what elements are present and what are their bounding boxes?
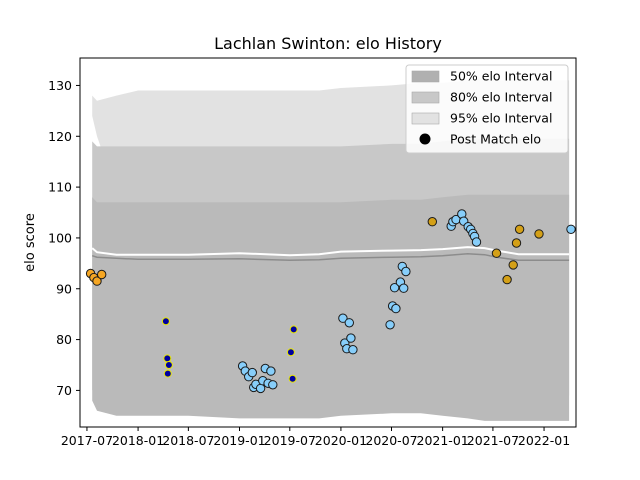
plot-area <box>85 77 576 421</box>
x-tick-label: 2020-07 <box>365 433 417 448</box>
legend-swatch <box>411 70 440 83</box>
data-point <box>163 354 172 363</box>
data-point <box>255 383 266 394</box>
legend-label: 80% elo Interval <box>450 90 552 105</box>
x-tick-label: 2021-07 <box>467 433 519 448</box>
x-tick-label: 2018-07 <box>162 433 214 448</box>
mean-line <box>91 252 570 262</box>
data-point <box>391 303 401 314</box>
data-point <box>471 237 482 247</box>
legend-label: Post Match elo <box>450 132 541 147</box>
data-point <box>266 366 276 376</box>
x-tick-label: 2022-01 <box>518 433 570 448</box>
plot-content <box>85 77 576 421</box>
data-point <box>385 320 395 330</box>
data-point <box>389 283 400 293</box>
data-point <box>566 224 576 235</box>
data-point <box>92 276 102 286</box>
data-point <box>344 318 354 328</box>
x-tick-label: 2019-01 <box>213 433 265 448</box>
chart-title: Lachlan Swinton: elo History <box>214 34 442 53</box>
data-point <box>502 274 512 285</box>
data-point <box>427 217 437 227</box>
band-50 <box>92 194 570 421</box>
y-tick-label: 90 <box>56 281 72 296</box>
data-point <box>268 380 278 390</box>
x-tick-label: 2017-07 <box>61 433 113 448</box>
y-tick-label: 120 <box>48 129 72 144</box>
data-point <box>491 248 502 258</box>
series-2 <box>237 209 576 394</box>
legend-marker <box>419 133 431 145</box>
legend: 50% elo Interval 80% elo Interval 95% elo … <box>405 64 569 154</box>
data-point <box>161 317 170 326</box>
y-axis-label: elo score <box>23 213 38 272</box>
legend-swatch <box>411 112 440 125</box>
legend-box <box>405 64 569 154</box>
y-tick-label: 80 <box>56 332 72 347</box>
y-tick-label: 70 <box>56 383 72 398</box>
x-tick-label: 2018-01 <box>112 433 164 448</box>
axes-frame <box>79 57 577 428</box>
data-point <box>534 229 544 239</box>
data-point <box>401 266 411 277</box>
series-3 <box>427 217 544 285</box>
data-point <box>289 325 298 334</box>
data-point <box>164 361 173 369</box>
y-tick-label: 100 <box>48 230 72 245</box>
data-point <box>346 333 356 343</box>
series-0 <box>85 268 107 286</box>
data-point <box>247 367 258 378</box>
y-tick-label: 110 <box>48 180 72 195</box>
data-point <box>348 345 358 355</box>
legend-label: 50% elo Interval <box>450 69 552 84</box>
data-point <box>286 348 295 357</box>
data-point <box>163 369 172 378</box>
y-tick-label: 130 <box>48 78 72 93</box>
x-tick-label: 2019-07 <box>264 433 316 448</box>
legend-label: 95% elo Interval <box>450 111 552 126</box>
axes: 2017-072018-012018-072019-012019-072020-… <box>23 57 577 448</box>
data-point <box>97 269 107 280</box>
data-point <box>338 313 348 323</box>
x-tick-label: 2021-01 <box>417 433 469 448</box>
x-tick-label: 2020-01 <box>315 433 367 448</box>
data-point <box>508 260 518 270</box>
data-point <box>514 224 525 235</box>
series-1 <box>161 317 298 383</box>
data-point <box>511 238 522 248</box>
legend-swatch <box>411 91 440 104</box>
data-point <box>399 283 409 293</box>
data-point <box>288 374 297 383</box>
